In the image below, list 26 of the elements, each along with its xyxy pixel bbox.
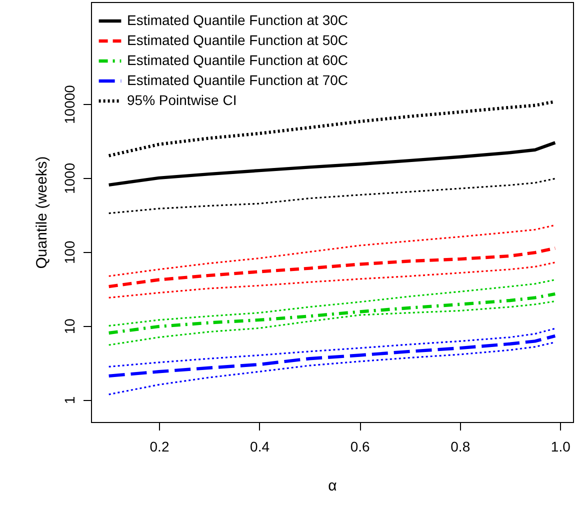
legend-label: Estimated Quantile Function at 60C	[127, 52, 348, 68]
line-series	[108, 178, 556, 214]
y-axis-title: Quantile (weeks)	[34, 156, 50, 269]
x-tick-label: 0.2	[150, 438, 170, 454]
y-tick-label: 10000	[62, 84, 78, 124]
line-series	[107, 334, 557, 378]
line-series	[108, 262, 556, 299]
y-tick-label: 1	[62, 396, 78, 404]
x-tick-label: 0.8	[450, 438, 470, 454]
legend-label: Estimated Quantile Function at 70C	[127, 72, 348, 88]
x-tick-label: 1.0	[550, 438, 571, 454]
line-series	[107, 141, 557, 187]
legend-label: Estimated Quantile Function at 50C	[127, 32, 348, 48]
line-series	[107, 246, 557, 288]
x-axis-title: α	[328, 478, 338, 494]
line-series	[108, 341, 556, 396]
x-tick-label: 0.4	[250, 438, 270, 454]
legend-label: 95% Pointwise CI	[127, 92, 237, 108]
line-series	[108, 278, 556, 327]
line-series	[108, 328, 556, 368]
y-tick-label: 1000	[62, 162, 78, 194]
y-tick-label: 10	[62, 318, 78, 334]
y-tick-label: 100	[62, 240, 78, 264]
line-series	[108, 224, 556, 277]
x-tick-label: 0.6	[350, 438, 370, 454]
legend-label: Estimated Quantile Function at 30C	[127, 12, 348, 28]
